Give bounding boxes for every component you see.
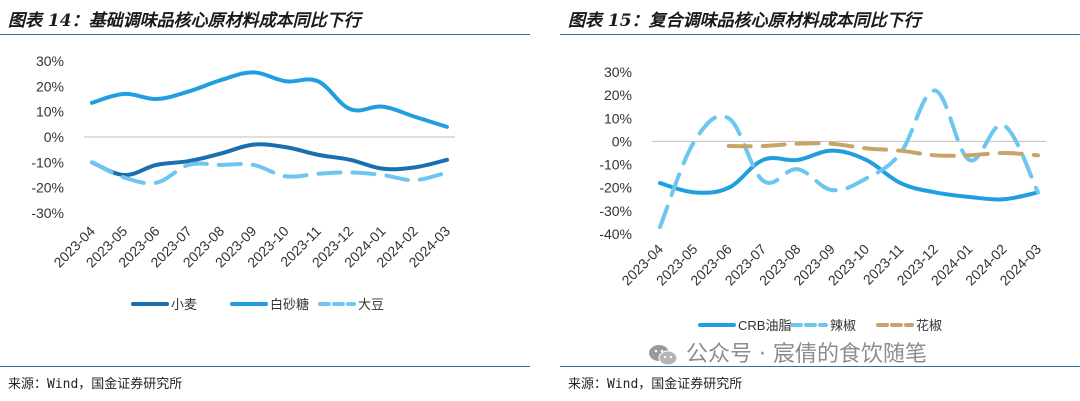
y-tick-label: -40% — [599, 226, 632, 242]
watermark: 公众号 · 宸倩的食饮随笔 — [648, 336, 927, 368]
legend-label-3: 花椒 — [916, 318, 942, 333]
chart-title-right: 图表 15：复合调味品核心原材料成本同比下行 — [568, 11, 921, 31]
source-note-left: 来源：Wind，国金证券研究所 — [8, 377, 183, 392]
title-rule-right — [560, 34, 1080, 35]
chart-panel-left: 图表 14：基础调味品核心原材料成本同比下行 -30% -20% -10% 0% 10%… — [0, 0, 530, 401]
y-tick-label: -10% — [31, 154, 64, 170]
series-line-3 — [726, 141, 1040, 158]
y-tick-label: 10% — [36, 104, 64, 120]
chart-title-left: 图表 14：基础调味品核心原材料成本同比下行 — [8, 11, 361, 31]
series-line-3 — [90, 160, 449, 186]
y-tick-label: 0% — [612, 133, 632, 149]
y-tick-label: 20% — [604, 87, 632, 103]
chart-panel-right: 图表 15：复合调味品核心原材料成本同比下行 -40% -30% -20% -10% 0… — [560, 0, 1080, 401]
y-tick-label: 20% — [36, 78, 64, 94]
y-tick-label: -10% — [599, 157, 632, 173]
y-tick-label: 30% — [36, 53, 64, 69]
source-rule-right — [560, 366, 1080, 367]
series-line-1 — [658, 148, 1040, 202]
series-line-1 — [90, 142, 449, 177]
y-tick-label: -20% — [599, 180, 632, 196]
title-rule-left — [0, 34, 530, 35]
y-tick-label: 30% — [604, 64, 632, 80]
source-rule-left — [0, 366, 530, 367]
legend-label-2: 白砂糖 — [270, 297, 309, 312]
y-tick-label: -20% — [31, 180, 64, 196]
y-tick-label: 10% — [604, 110, 632, 126]
chart-left: -30%-20%-10%0%10%20%30%2023-042023-05202… — [31, 53, 455, 312]
y-tick-label: 0% — [44, 129, 64, 145]
watermark-text: 公众号 · 宸倩的食饮随笔 — [686, 342, 927, 367]
wechat-icon — [649, 345, 678, 366]
legend-label-3: 大豆 — [358, 297, 384, 312]
series-line-2 — [90, 70, 449, 129]
legend-label-1: 小麦 — [171, 297, 197, 312]
y-tick-label: -30% — [31, 205, 64, 221]
series-line-2 — [658, 88, 1040, 230]
chart-right: -40%-30%-20%-10%0%10%20%30%2023-042023-0… — [599, 64, 1046, 333]
y-tick-label: -30% — [599, 203, 632, 219]
source-note-right: 来源：Wind，国金证券研究所 — [568, 377, 743, 392]
legend-label-2: 辣椒 — [830, 318, 856, 333]
legend-label-1: CRB油脂 — [738, 318, 791, 333]
